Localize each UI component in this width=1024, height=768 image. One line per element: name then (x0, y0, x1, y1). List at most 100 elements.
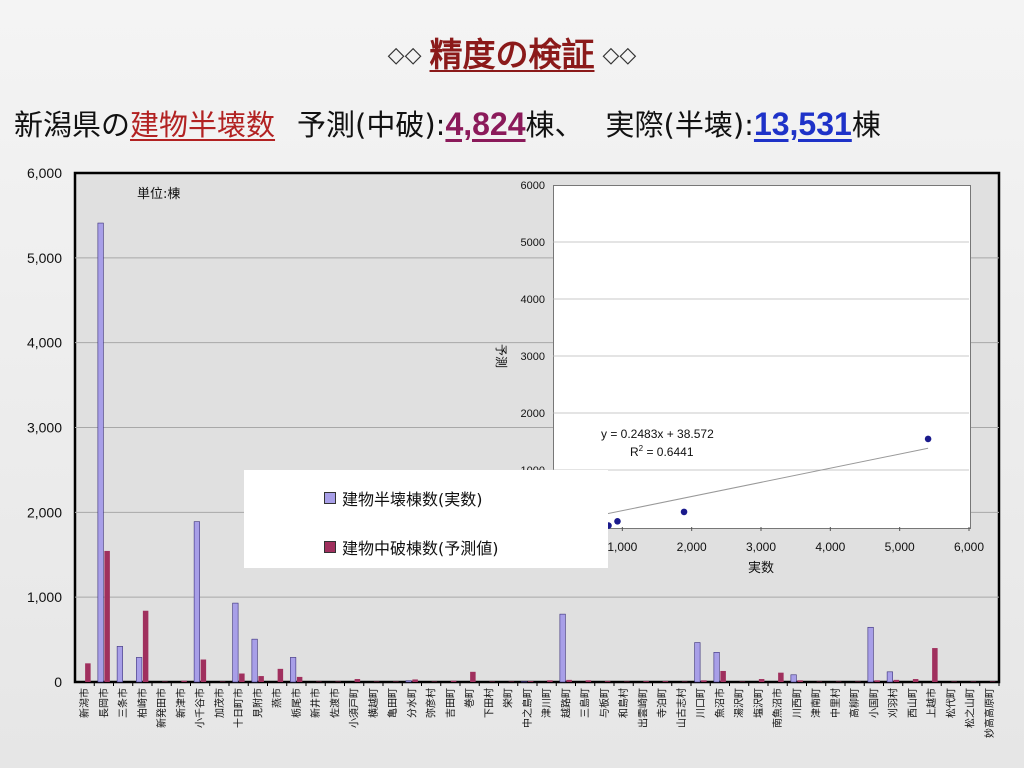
bar-predicted (758, 679, 765, 682)
r-squared-symbol: R (630, 445, 639, 459)
bar-xtick-label: 南魚沼市 (771, 688, 784, 728)
subtitle-prefix: 新潟県の (14, 108, 131, 142)
bar-legend: 建物半壊棟数(実数) 建物中破棟数(予測値) (244, 470, 608, 568)
bar-xtick-label: 弥彦村 (425, 688, 438, 718)
bar-xtick-label: 西山町 (907, 688, 919, 718)
bar-xtick-label: 松代町 (944, 688, 957, 718)
bar-ytick-label: 4,000 (27, 335, 62, 351)
bar-xtick-label: 塩沢町 (752, 688, 765, 718)
legend-entry-predicted: 建物中破棟数(予測値) (324, 535, 499, 559)
bar-actual (694, 642, 701, 683)
scatter-xtick-label: 1,000 (607, 540, 637, 554)
bar-predicted (277, 668, 284, 682)
bar-xtick-label: 湯沢町 (733, 688, 746, 718)
bar-xtick-label: 分水町 (406, 688, 418, 718)
bar-xtick-label: 小千谷市 (194, 688, 207, 728)
bar-xtick-label: 燕市 (271, 688, 284, 708)
bar-xtick-label: 長岡市 (97, 688, 110, 718)
bar-predicted (932, 648, 938, 682)
bar-predicted (643, 681, 649, 682)
bar-actual (232, 602, 239, 683)
bar-predicted (450, 680, 457, 682)
bar-xtick-label: 川口町 (696, 688, 707, 718)
bar-predicted (470, 671, 476, 682)
bar-ytick-label: 5,000 (27, 250, 62, 266)
bar-actual (867, 626, 874, 683)
bar-xtick-label: 十日町市 (232, 688, 245, 728)
scatter-ylabel: 予測 (494, 344, 508, 368)
bar-xtick-label: 妙高高原町 (983, 688, 996, 738)
bar-actual (136, 657, 143, 683)
legend-label-actual: 建物半壊棟数(実数) (342, 490, 483, 509)
bar-xtick-label: 佐渡市 (328, 688, 341, 718)
bar-xtick-label: 出雲崎町 (636, 688, 649, 728)
bar-xtick-label: 三島町 (579, 688, 592, 718)
r-squared-superscript: 2 (639, 444, 644, 453)
bar-xtick-label: 津南町 (810, 688, 823, 718)
slide-subtitle: 新潟県の建物半壊数 予測(中破):4,824棟、 実際(半壊):13,531棟 (14, 102, 1014, 144)
bar-xtick-label: 見附市 (251, 688, 264, 718)
bar-predicted (604, 681, 611, 682)
predicted-unit: 棟、 (525, 108, 584, 142)
scatter-point (614, 518, 621, 525)
bar-xtick-label: 新発田市 (155, 688, 168, 728)
trend-equation: y = 0.2483x + 38.572 (601, 427, 714, 441)
bar-predicted (778, 672, 784, 682)
bar-actual (886, 671, 893, 683)
bar-predicted (354, 679, 361, 682)
scatter-ytick-label: 6000 (521, 180, 545, 192)
bar-actual (97, 222, 104, 683)
slide-title: ◇◇ 精度の検証 ◇◇ (0, 28, 1024, 76)
bar-xtick-label: 新井市 (309, 688, 322, 718)
bar-xtick-label: 新津市 (174, 688, 187, 718)
title-decoration-left: ◇◇ (387, 43, 422, 68)
bar-ytick-label: 6,000 (27, 165, 62, 181)
bar-xtick-label: 小須戸町 (349, 688, 361, 728)
bar-actual (790, 674, 797, 683)
bar-xtick-label: 山古志村 (675, 688, 688, 728)
bar-xtick-label: 刈羽村 (887, 688, 900, 718)
r-squared: R2 = 0.6441 (630, 444, 694, 459)
bar-xtick-label: 柏崎市 (136, 688, 149, 718)
bar-xtick-label: 小国町 (868, 688, 880, 718)
actual-unit: 棟 (851, 108, 881, 142)
scatter-point (680, 508, 688, 516)
bar-predicted (200, 659, 207, 682)
bar-xtick-label: 栃尾市 (290, 688, 303, 718)
title-decoration-right: ◇◇ (602, 43, 637, 68)
predicted-value: 4,824 (445, 106, 526, 142)
bar-predicted (85, 663, 91, 682)
trend-line (552, 447, 929, 526)
bar-xtick-label: 中之島町 (521, 688, 534, 728)
bar-predicted (104, 550, 110, 682)
bar-predicted (527, 681, 534, 682)
bar-xtick-label: 下田村 (482, 688, 495, 718)
legend-label-predicted: 建物中破棟数(予測値) (342, 539, 499, 558)
bar-predicted (296, 676, 303, 682)
bar-predicted (912, 679, 919, 682)
bar-ytick-label: 2,000 (27, 504, 62, 520)
subtitle-highlight: 建物半壊数 (130, 108, 276, 142)
bar-predicted (874, 680, 880, 682)
bar-xtick-label: 横越町 (367, 688, 380, 718)
bar-actual (193, 521, 200, 683)
bar-xtick-label: 津川町 (541, 688, 553, 718)
scatter-ytick-label: 2000 (521, 408, 545, 420)
bar-xtick-label: 新潟市 (78, 688, 91, 718)
unit-note: 単位:棟 (137, 186, 180, 202)
bar-actual (713, 652, 720, 683)
bar-actual (559, 613, 566, 683)
scatter-ytick-label: 5000 (521, 237, 545, 249)
scatter-point (924, 435, 932, 443)
legend-swatch-predicted (324, 541, 336, 553)
bar-predicted (547, 680, 553, 682)
bar-predicted (893, 679, 900, 682)
r-squared-value: = 0.6441 (643, 445, 694, 459)
bar-actual (290, 657, 297, 683)
bar-ytick-label: 3,000 (27, 420, 62, 436)
actual-value: 13,531 (753, 106, 852, 142)
bar-xtick-label: 三条市 (117, 688, 130, 718)
bar-ytick-label: 0 (54, 674, 62, 690)
bar-xtick-label: 川西町 (792, 688, 803, 718)
bar-xtick-label: 魚沼市 (713, 688, 726, 718)
